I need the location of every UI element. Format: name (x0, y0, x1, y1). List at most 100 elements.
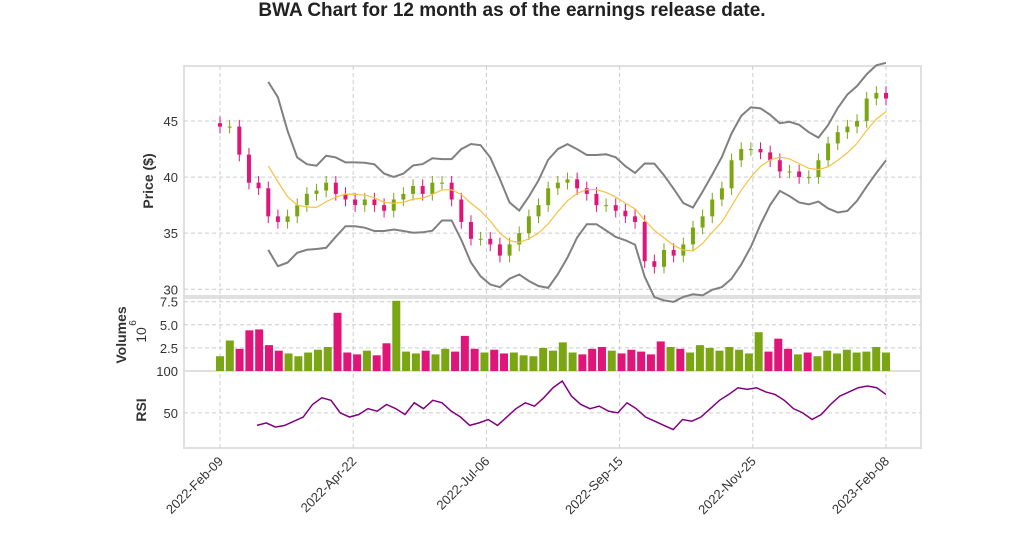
candle-body (420, 186, 425, 194)
volume-bar (646, 354, 655, 371)
volume-bar (568, 352, 577, 371)
volume-bar (842, 349, 851, 371)
moving-average-line (267, 111, 887, 252)
volume-bar (784, 348, 793, 371)
candle-body (497, 244, 502, 256)
volume-bar (686, 352, 695, 371)
candle-body (826, 143, 831, 161)
volume-bar (558, 342, 567, 371)
volume-bar (774, 338, 783, 371)
x-tick-label: 2022-Apr-22 (298, 454, 360, 516)
volume-bar (441, 348, 450, 371)
candle-body (314, 190, 319, 194)
candle-body (816, 160, 821, 178)
volume-bar (225, 340, 234, 371)
candle-body (671, 250, 676, 256)
volume-bar (539, 347, 548, 371)
candle-body (256, 182, 261, 189)
volume-bar (235, 348, 244, 371)
volume-bar (793, 354, 802, 371)
candle-body (507, 244, 512, 256)
volume-bar (294, 356, 303, 371)
candle-body (719, 188, 724, 200)
volume-bar (421, 350, 430, 371)
volume-bar (764, 351, 773, 371)
volume-bar (705, 347, 714, 371)
volume-bar (744, 353, 753, 371)
volume-bar (627, 349, 636, 371)
volume-bar (382, 343, 391, 371)
candle-body (218, 123, 222, 127)
volume-bar (255, 329, 264, 371)
candle-body (295, 205, 300, 217)
volume-bar (264, 345, 273, 371)
candle-body (662, 250, 666, 267)
volume-bar (656, 341, 665, 371)
candle-body (391, 199, 396, 211)
volume-bar (813, 356, 822, 371)
candle-body (266, 188, 271, 217)
candle-body (372, 199, 377, 206)
candle-body (285, 216, 290, 222)
candle-body (855, 120, 860, 127)
volume-bar (304, 352, 313, 371)
candle-body (526, 216, 531, 234)
volume-bar (607, 350, 616, 371)
volume-bar (872, 346, 881, 371)
price-tick-label: 40 (164, 170, 178, 185)
volume-bar (216, 356, 224, 371)
candle-body (575, 179, 580, 189)
volume-bar (431, 354, 440, 371)
candle-body (546, 188, 551, 206)
x-tick-label: 2022-Nov-25 (695, 454, 759, 518)
volume-bar (666, 346, 675, 371)
volume-bar (735, 349, 744, 371)
candle-body (459, 199, 464, 222)
rsi-line (256, 379, 887, 431)
volume-bar (549, 350, 557, 371)
candle-body (237, 126, 242, 155)
candle-body (874, 92, 879, 99)
candle-body (275, 216, 280, 222)
volume-tick-label: 5.0 (160, 318, 178, 333)
volume-scale-label: 10 (133, 327, 149, 343)
volume-tick-label: 7.5 (160, 295, 178, 310)
price-tick-label: 35 (164, 226, 178, 241)
volume-bar (470, 348, 479, 371)
candle-body (401, 193, 406, 200)
volume-bar (509, 352, 518, 371)
candle-body (806, 177, 811, 179)
candle-body (758, 149, 763, 153)
candle-body (652, 261, 657, 267)
bollinger-lower-line (267, 159, 887, 303)
rsi-tick-label: 100 (156, 364, 178, 379)
candle-body (517, 233, 522, 245)
volume-scale-exponent: 6 (128, 320, 139, 326)
volume-bar (480, 352, 489, 371)
candle-body (246, 154, 251, 183)
volume-bar (637, 351, 646, 371)
candle-body (430, 182, 435, 194)
volume-bar (402, 351, 411, 371)
candle-body (642, 221, 647, 262)
volume-bar (823, 350, 832, 371)
volume-tick-label: 2.5 (160, 341, 178, 356)
candle-body (710, 199, 715, 217)
volume-bar (323, 346, 332, 371)
volume-bar (490, 349, 499, 371)
candle-body (565, 179, 570, 183)
price-tick-label: 30 (164, 282, 178, 297)
volume-bar (803, 352, 812, 371)
candle-body (864, 98, 869, 121)
candle-body (845, 126, 850, 133)
volume-bar (529, 356, 538, 371)
candle-body (362, 199, 367, 206)
volume-bar (715, 350, 724, 371)
candle-body (536, 205, 541, 217)
volume-bar (882, 352, 890, 371)
volume-bar (274, 350, 283, 371)
price-panel (183, 65, 922, 297)
volume-axis-label: Volumes (113, 306, 129, 364)
x-tick-label: 2022-Jul-06 (433, 454, 492, 513)
candle-body (449, 182, 454, 200)
